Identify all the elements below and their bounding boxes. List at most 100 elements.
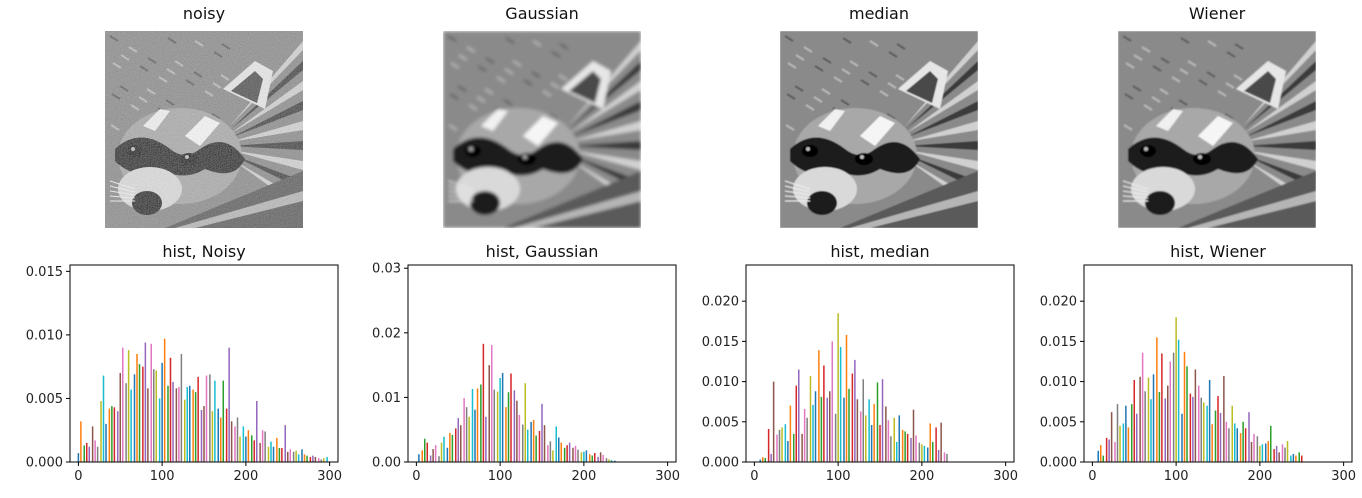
histogram-bar xyxy=(834,413,837,462)
histogram-bar xyxy=(1114,441,1116,462)
chart-title: hist, Wiener xyxy=(1170,242,1266,261)
histogram-1: hist, Noisy 0 100 200 300 0.000 0.005 0.010 0.01… xyxy=(26,242,342,484)
histogram-bar xyxy=(1281,444,1284,462)
histogram-bar xyxy=(1256,436,1259,462)
histogram-bar xyxy=(276,437,278,462)
histogram-bar xyxy=(155,370,158,462)
histogram-bar xyxy=(438,456,440,462)
histogram-bar xyxy=(879,425,881,462)
image-title-noisy: noisy xyxy=(182,4,226,23)
histogram-bar xyxy=(1152,374,1155,462)
histogram-bar xyxy=(848,388,850,462)
histogram-bar xyxy=(169,357,172,462)
plot-frame xyxy=(745,264,1015,463)
histogram-bar xyxy=(1270,425,1272,462)
histogram-bar xyxy=(230,421,233,462)
histogram-bar xyxy=(876,382,879,462)
chart-title: hist, Gaussian xyxy=(486,242,599,261)
histogram-bar xyxy=(585,450,588,462)
histogram-bar xyxy=(1286,441,1289,462)
x-tick-label: 200 xyxy=(571,469,596,484)
histogram-bar xyxy=(1164,398,1166,462)
y-tick-label: 0.020 xyxy=(702,295,739,310)
histogram-bar xyxy=(870,425,873,462)
x-tick-label: 300 xyxy=(317,469,342,484)
histogram-bar xyxy=(873,404,875,462)
histogram-bar xyxy=(1125,405,1127,462)
x-tick-label: 0 xyxy=(412,469,420,484)
histogram-bar xyxy=(1100,445,1102,462)
histogram-bar xyxy=(851,373,854,462)
histogram-bar xyxy=(568,442,571,462)
histogram-bar xyxy=(1223,375,1225,462)
histogram-bar xyxy=(153,369,155,462)
histogram-bar xyxy=(591,455,594,462)
histogram-bar xyxy=(297,454,300,462)
histogram-bar xyxy=(225,408,228,462)
histogram-bar xyxy=(261,430,264,462)
histogram-bar xyxy=(1167,385,1169,462)
histogram-bar xyxy=(1169,361,1172,462)
histogram-bar xyxy=(588,454,591,462)
histogram-bar xyxy=(614,460,616,462)
histogram-bar xyxy=(935,427,937,462)
histogram-bar xyxy=(818,350,820,462)
histogram-bar xyxy=(521,424,524,462)
histogram-bar xyxy=(1242,421,1244,462)
y-tick-label: 0.005 xyxy=(26,392,63,407)
histogram-bar xyxy=(127,350,130,462)
histogram-bar xyxy=(610,460,613,462)
x-tick-label: 300 xyxy=(993,469,1018,484)
histogram-bar xyxy=(465,407,468,462)
histogram-bar xyxy=(125,383,127,462)
histogram-bar xyxy=(270,441,272,462)
histogram-bar xyxy=(163,338,166,462)
histogram-bar xyxy=(1136,413,1138,462)
histogram-bar xyxy=(247,430,250,462)
histogram-bar xyxy=(194,392,197,462)
histogram-bar xyxy=(197,376,199,462)
histogram-bar xyxy=(1284,447,1286,462)
histogram-bar xyxy=(583,451,585,462)
histogram-bar xyxy=(426,442,429,462)
histogram-bar xyxy=(1181,413,1183,462)
histogram-bar xyxy=(203,406,205,462)
histogram-bar xyxy=(485,416,487,462)
histogram-bar xyxy=(178,387,180,462)
histogram-bar xyxy=(547,445,549,462)
histogram-bar xyxy=(211,411,214,462)
x-tick-label: 300 xyxy=(1331,469,1356,484)
histogram-bar xyxy=(278,448,281,462)
histogram-bar xyxy=(186,387,189,462)
histogram-bar xyxy=(242,426,245,462)
histogram-bar xyxy=(449,432,451,462)
histogram-bar xyxy=(1192,396,1194,462)
histogram-bar xyxy=(209,374,211,462)
histogram-bar xyxy=(516,400,518,462)
histogram-bar xyxy=(552,450,554,462)
histogram-bar xyxy=(1197,385,1200,462)
histogram-bar xyxy=(1130,404,1133,462)
histogram-bar xyxy=(306,455,308,462)
histogram-bar xyxy=(183,399,186,462)
histogram-bar xyxy=(1158,392,1161,462)
histogram-bar xyxy=(501,372,504,462)
histogram-bar xyxy=(217,408,219,462)
histogram-bar xyxy=(192,389,194,462)
plot-frame xyxy=(1083,264,1353,463)
histogram-bar xyxy=(1161,353,1163,462)
histogram-bar xyxy=(1189,393,1192,462)
histogram-bar xyxy=(608,459,610,462)
histogram-bar xyxy=(762,457,764,462)
raccoon-image-median xyxy=(780,31,978,228)
y-tick-label: 0.000 xyxy=(26,456,63,471)
histogram-bar xyxy=(446,447,449,462)
histogram-bar xyxy=(189,385,191,462)
histogram-bar xyxy=(577,449,579,462)
histogram-bar xyxy=(94,440,96,462)
histogram-bar xyxy=(323,458,325,462)
histogram-bar xyxy=(1097,450,1099,462)
histogram-bar xyxy=(513,390,516,462)
histogram-bar xyxy=(605,458,608,462)
histogram-bar xyxy=(108,408,111,462)
